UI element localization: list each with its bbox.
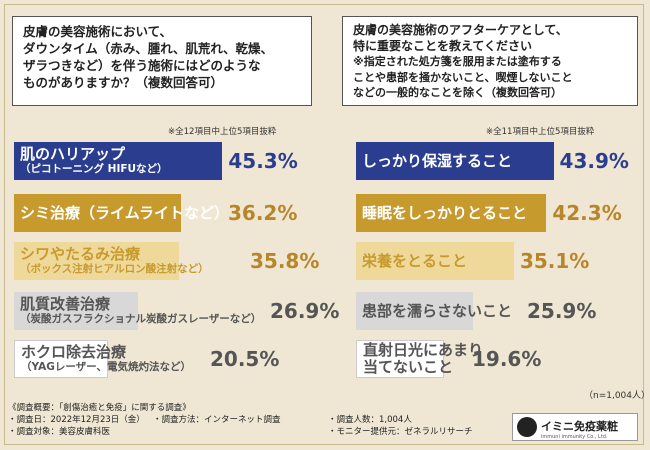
company-logo: イミニ免疫薬粧 immuni immunity Co., Ltd. bbox=[512, 413, 638, 441]
right-note: ※全11項目中上位5項目抜粋 bbox=[486, 127, 595, 137]
left-bar-label-4: 肌質改善治療 bbox=[20, 295, 111, 313]
left-bar-value-2: 36.2% bbox=[228, 201, 298, 225]
left-bar-sublabel-3: （ボックス注射ヒアルロン酸注射など） bbox=[20, 263, 209, 275]
right-question-line1: 皮膚の美容施術のアフターケアとして、 bbox=[353, 23, 568, 37]
right-bar-label-2: 睡眠をしっかりとること bbox=[362, 203, 528, 222]
right-question-line4: ことや患部を掻かないこと、喫煙しないこと bbox=[353, 70, 573, 84]
right-bar-sublabel-5: 当てないこと bbox=[363, 358, 454, 376]
left-bar-sublabel-5: （YAGレーザー、電気焼灼法など） bbox=[21, 361, 192, 373]
left-bar-3: シワやたるみ治療 （ボックス注射ヒアルロン酸注射など） bbox=[14, 242, 209, 280]
left-bar-value-1: 45.3% bbox=[228, 149, 298, 173]
left-question-line3: ザラつきなど）を伴う施術にはどのような bbox=[23, 58, 261, 73]
survey-method: ・調査方法：インターネット調査 bbox=[153, 415, 281, 425]
left-bar-label-3: シワやたるみ治療 bbox=[20, 245, 141, 263]
left-bar-value-4: 26.9% bbox=[270, 299, 340, 323]
left-bar-1: 肌のハリアップ （ピコトーニング HIFUなど） bbox=[14, 142, 223, 180]
left-bar-sublabel-4: （炭酸ガスフラクショナル炭酸ガスレーザーなど） bbox=[20, 313, 262, 325]
right-question-line2: 特に重要なことを教えてください bbox=[353, 38, 533, 53]
left-bar-value-5: 20.5% bbox=[210, 347, 280, 371]
left-question-line2: ダウンタイム（赤み、腫れ、肌荒れ、乾燥、 bbox=[23, 41, 274, 56]
right-bar-value-4: 25.9% bbox=[527, 299, 597, 323]
left-bar-label-5: ホクロ除去治療 bbox=[21, 343, 127, 361]
right-question-line5: などの一般的なことを除く（複数回答可） bbox=[353, 86, 562, 99]
left-bar-value-3: 35.8% bbox=[250, 249, 320, 273]
right-bar-label-5: 直射日光にあまり bbox=[363, 341, 484, 359]
logo-subtitle: immuni immunity Co., Ltd. bbox=[541, 433, 608, 440]
right-bar-value-1: 43.9% bbox=[559, 149, 629, 173]
survey-count: ・調査人数：1,004人 bbox=[328, 415, 412, 425]
left-bar-sublabel-1: （ピコトーニング HIFUなど） bbox=[20, 163, 168, 175]
right-bar-3: 栄養をとること bbox=[356, 242, 514, 280]
left-note: ※全12項目中上位5項目抜粋 bbox=[168, 127, 277, 137]
right-bar-value-5: 19.6% bbox=[472, 347, 542, 371]
right-bar-label-4: 患部を濡らさないこと bbox=[362, 301, 513, 320]
survey-title: 《調査概要：「創傷治癒と免疫」に関する調査》 bbox=[8, 403, 191, 413]
left-question-box: 皮膚の美容施術において、 ダウンタイム（赤み、腫れ、肌荒れ、乾燥、 ザラつきなど… bbox=[12, 16, 312, 106]
left-bar-5: ホクロ除去治療 （YAGレーザー、電気焼灼法など） bbox=[14, 340, 192, 378]
right-bar-2: 睡眠をしっかりとること bbox=[356, 194, 547, 232]
left-bar-label-2: シミ治療（ライムライトなど） bbox=[20, 203, 229, 222]
left-bar-label-1: 肌のハリアップ bbox=[20, 145, 126, 163]
right-bar-value-2: 42.3% bbox=[552, 201, 622, 225]
left-question-line4: ものがありますか？（複数回答可） bbox=[23, 75, 224, 90]
right-question-box: 皮膚の美容施術のアフターケアとして、 特に重要なことを教えてください ※指定され… bbox=[342, 16, 638, 106]
right-bar-5: 直射日光にあまり 当てないこと bbox=[356, 340, 484, 378]
right-question-line3: ※指定された処方箋を服用または塗布する bbox=[353, 55, 562, 68]
right-bar-label-3: 栄養をとること bbox=[362, 251, 468, 270]
survey-overview: 《調査概要：「創傷治癒と免疫」に関する調査》 ・調査日：2022年12月23日（… bbox=[8, 402, 473, 438]
left-bar-4: 肌質改善治療 （炭酸ガスフラクショナル炭酸ガスレーザーなど） bbox=[14, 292, 262, 330]
survey-provider: ・モニター提供元：ゼネラルリサーチ bbox=[328, 427, 473, 437]
logo-emblem-icon bbox=[517, 417, 537, 437]
logo-name: イミニ免疫薬粧 bbox=[541, 419, 618, 433]
right-bar-value-3: 35.1% bbox=[519, 249, 590, 273]
survey-target: ・調査対象：美容皮膚科医 bbox=[8, 427, 111, 437]
infographic-frame bbox=[4, 4, 644, 445]
right-bar-4: 患部を濡らさないこと bbox=[356, 292, 513, 330]
right-bar-label-1: しっかり保湿すること bbox=[362, 151, 513, 170]
right-bar-1: しっかり保湿すること bbox=[356, 142, 554, 180]
survey-date: ・調査日：2022年12月23日（金） bbox=[8, 415, 145, 425]
left-bar-2: シミ治療（ライムライトなど） bbox=[14, 194, 229, 232]
sample-size: （n=1,004人） bbox=[584, 391, 650, 401]
left-question-line1: 皮膚の美容施術において、 bbox=[23, 24, 173, 39]
